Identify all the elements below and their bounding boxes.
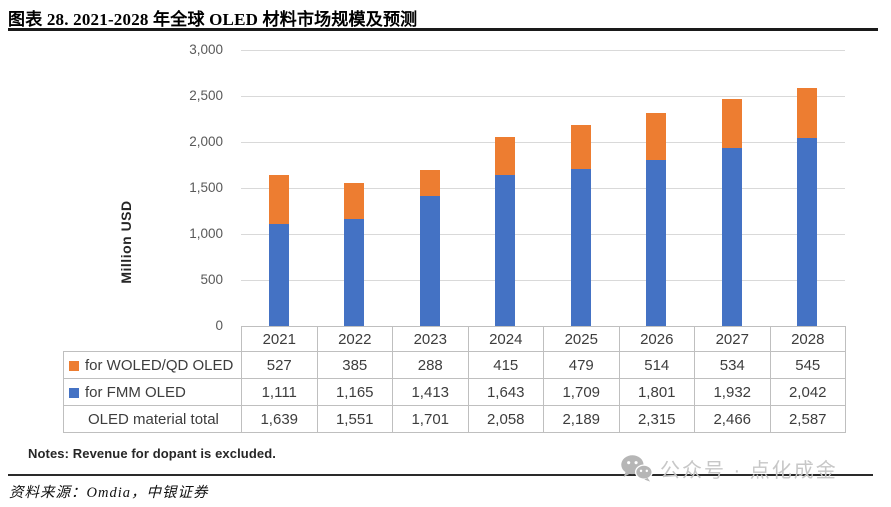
row-label-cell: for WOLED/QD OLED	[63, 351, 242, 379]
bar-segment-2021	[268, 223, 289, 326]
gridline	[241, 279, 845, 281]
bar-segment-2021	[268, 175, 289, 224]
y-axis-tick-label: 2,000	[189, 134, 223, 149]
y-axis-tick-label: 1,500	[189, 180, 223, 195]
year-header-cell: 2025	[543, 326, 620, 352]
gridline	[241, 233, 845, 235]
gridline	[241, 187, 845, 189]
year-header-row: 2021 2022 2023 2024 2025 2026 2027 2028	[64, 326, 846, 352]
bar-segment-2024	[495, 136, 516, 175]
bar-segment-2027	[721, 99, 742, 149]
bar-segment-2027	[721, 148, 742, 326]
row-label-cell: for FMM OLED	[63, 378, 242, 406]
value-cell: 385	[316, 351, 393, 379]
y-axis-tick-label: 2,500	[189, 88, 223, 103]
gridline	[241, 141, 845, 143]
year-header-cell: 2024	[467, 326, 544, 352]
row-label-cell: OLED material total	[63, 405, 242, 433]
bar-segment-2025	[570, 168, 591, 326]
year-header-cell: 2021	[241, 326, 318, 352]
chart-notes: Notes: Revenue for dopant is excluded.	[28, 446, 276, 461]
value-cell: 1,701	[392, 405, 469, 433]
wechat-icon	[621, 455, 653, 482]
bar-segment-2022	[344, 218, 365, 326]
value-cell: 1,709	[543, 378, 620, 406]
watermark: 公众号 · 点化成金	[620, 451, 838, 485]
year-header-cell: 2026	[618, 326, 695, 352]
watermark-text: 公众号 · 点化成金	[660, 459, 838, 482]
figure-title: 图表 28. 2021-2028 年全球 OLED 材料市场规模及预测	[8, 10, 418, 29]
bar-segment-2026	[646, 113, 667, 161]
value-cell: 479	[543, 351, 620, 379]
y-axis-tick-label: 3,000	[189, 42, 223, 57]
year-header-cell: 2027	[694, 326, 771, 352]
y-axis-tick-label: 500	[200, 272, 223, 287]
year-header-cell: 2022	[316, 326, 393, 352]
table-row: for FMM OLED 1,111 1,165 1,413 1,643 1,709 1,8…	[63, 378, 846, 406]
bar-segment-2028	[797, 138, 818, 326]
bar-segment-2028	[797, 88, 818, 139]
source-text: 资料来源：Omdia，中银证券	[9, 485, 209, 501]
value-cell: 2,587	[769, 405, 846, 433]
value-cell: 2,189	[543, 405, 620, 433]
value-cell: 1,932	[694, 378, 771, 406]
bar-segment-2023	[419, 169, 440, 197]
value-cell: 527	[241, 351, 318, 379]
value-cell: 1,551	[316, 405, 393, 433]
value-cell: 1,111	[241, 378, 318, 406]
value-cell: 1,801	[618, 378, 695, 406]
bar-segment-2025	[570, 124, 591, 169]
value-cell: 2,058	[467, 405, 544, 433]
bar-segment-2026	[646, 160, 667, 326]
y-axis-tick-label: 0	[215, 318, 223, 333]
value-cell: 1,413	[392, 378, 469, 406]
table-row: for WOLED/QD OLED 527 385 288 415 479 514 534 54…	[63, 351, 846, 379]
data-table: 2021 2022 2023 2024 2025 2026 2027 2028 for WOLE…	[63, 326, 846, 433]
value-cell: 2,042	[769, 378, 846, 406]
year-header-cell: 2023	[392, 326, 469, 352]
value-cell: 545	[769, 351, 846, 379]
title-rule	[8, 28, 878, 31]
table-corner-cell	[64, 327, 242, 352]
value-cell: 415	[467, 351, 544, 379]
value-cell: 534	[694, 351, 771, 379]
legend-swatch	[69, 360, 79, 371]
value-cell: 2,466	[694, 405, 771, 433]
value-cell: 2,315	[618, 405, 695, 433]
bar-segment-2023	[419, 196, 440, 326]
bar-segment-2024	[495, 174, 516, 326]
value-cell: 1,165	[316, 378, 393, 406]
y-axis-tick-label: 1,000	[189, 226, 223, 241]
source-divider-rule	[8, 474, 873, 476]
y-axis-title: Million USD	[118, 200, 134, 284]
plot-area	[241, 49, 845, 326]
value-cell: 1,639	[241, 405, 318, 433]
y-axis: 0 500 1,000 1,500 2,000 2,500 3,000	[150, 42, 223, 333]
value-cell: 288	[392, 351, 469, 379]
value-cell: 1,643	[467, 378, 544, 406]
legend-swatch	[69, 387, 79, 398]
gridline	[241, 95, 845, 97]
value-cell: 514	[618, 351, 695, 379]
bar-segment-2022	[344, 183, 365, 219]
year-header-cell: 2028	[769, 326, 846, 352]
table-row: OLED material total 1,639 1,551 1,701 2,058 2…	[63, 405, 846, 433]
gridline	[241, 49, 845, 51]
